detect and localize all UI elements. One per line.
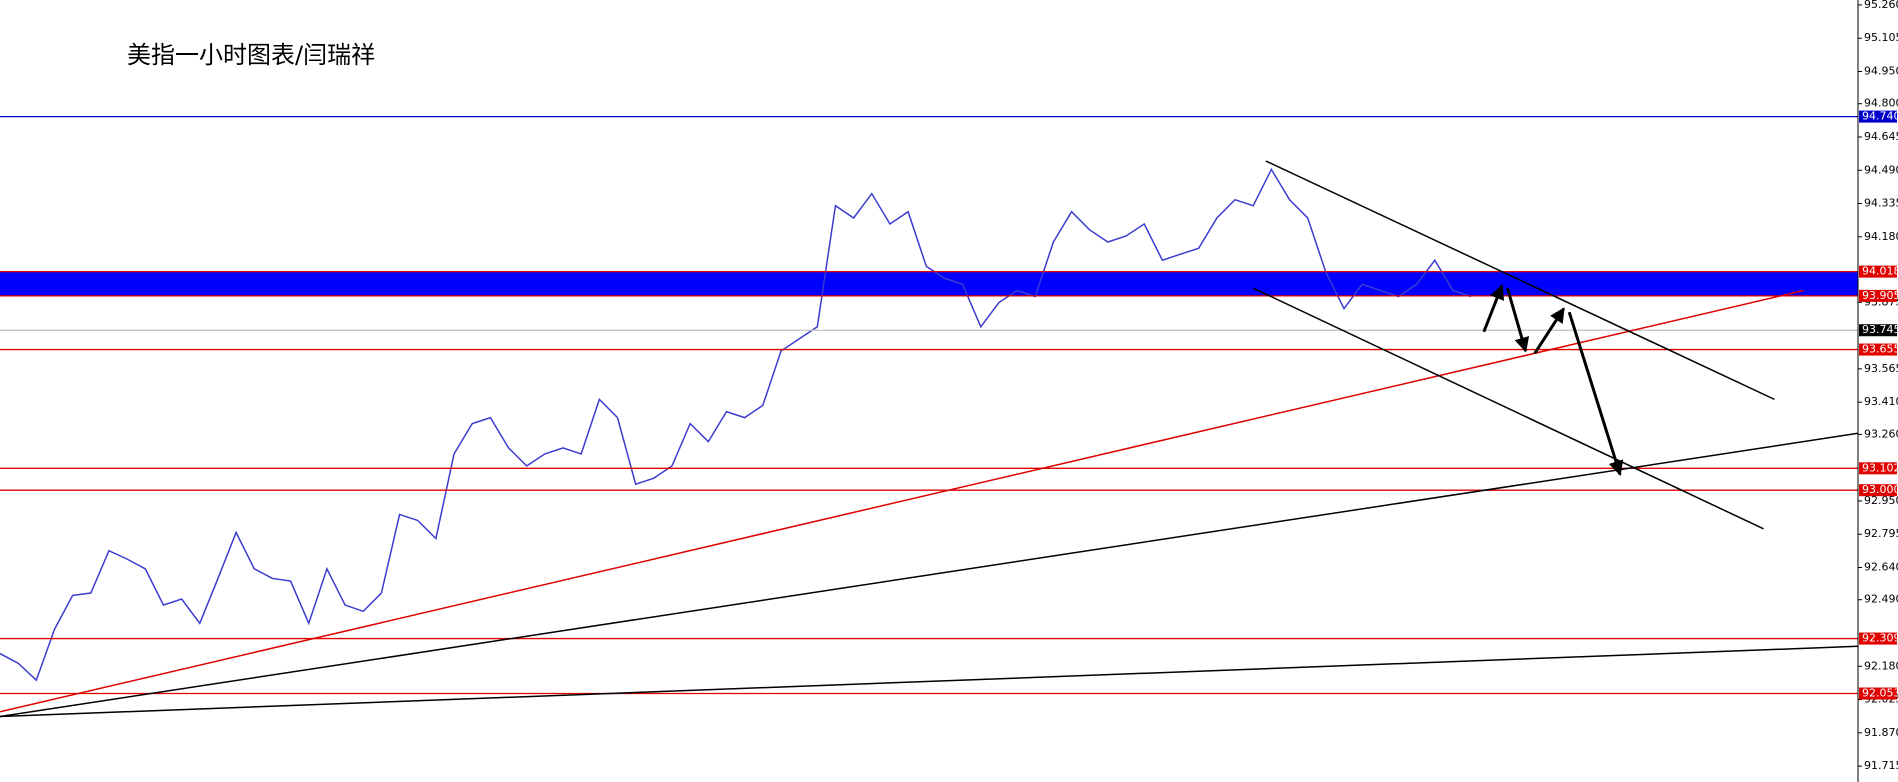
y-tick-label: 93.565 (1864, 362, 1898, 375)
y-tick-label: 94.180 (1864, 230, 1898, 243)
level-label-box (1859, 687, 1897, 700)
level-label-box (1859, 324, 1897, 337)
level-label-box (1859, 632, 1897, 645)
level-label: 94.740 (1862, 110, 1898, 123)
y-tick-label: 92.950 (1864, 494, 1898, 507)
trendline (1252, 287, 1764, 530)
forecast-arrow (1482, 284, 1505, 333)
level-label: 92.309 (1862, 632, 1898, 645)
y-tick-label: 95.260 (1864, 0, 1898, 11)
chart-title: 美指一小时图表/闫瑞祥 (127, 41, 375, 69)
y-tick-label: 94.800 (1864, 97, 1898, 110)
y-tick-label: 93.260 (1864, 427, 1898, 440)
y-tick-label: 94.645 (1864, 130, 1898, 143)
level-label: 94.018 (1862, 265, 1898, 278)
level-label-box (1859, 265, 1897, 278)
zone-band (0, 271, 1858, 296)
price-line (0, 167, 1472, 682)
plot-area (0, 115, 1859, 718)
y-tick-label: 93.410 (1864, 395, 1898, 408)
level-label-box (1859, 110, 1897, 123)
trendline (1265, 160, 1775, 401)
y-tick-label: 92.180 (1864, 659, 1898, 672)
forecast-arrow (1533, 307, 1566, 355)
level-label: 93.655 (1862, 343, 1898, 356)
level-label-box (1859, 484, 1897, 497)
level-label: 93.745 (1862, 323, 1898, 336)
y-tick-label: 92.640 (1864, 560, 1898, 573)
level-label-box (1859, 462, 1897, 475)
y-tick-label: 94.490 (1864, 163, 1898, 176)
y-tick-label: 94.335 (1864, 197, 1898, 210)
level-label: 93.905 (1862, 289, 1898, 302)
y-tick-label: 95.105 (1864, 31, 1898, 44)
forecast-arrow (1567, 311, 1624, 476)
trendline (0, 432, 1859, 718)
y-tick-label: 91.715 (1864, 759, 1898, 772)
y-tick-label: 92.795 (1864, 527, 1898, 540)
forecast-arrow (1506, 287, 1530, 353)
level-label-box (1859, 343, 1897, 356)
trendline (0, 645, 1859, 718)
level-label: 93.102 (1862, 461, 1898, 474)
y-tick-label: 91.870 (1864, 726, 1898, 739)
trendline (0, 289, 1804, 713)
level-label-box (1859, 289, 1897, 302)
level-label: 93.000 (1862, 483, 1898, 496)
y-tick-label: 94.950 (1864, 65, 1898, 78)
y-tick-label: 92.490 (1864, 593, 1898, 606)
level-label: 92.053 (1862, 687, 1898, 700)
